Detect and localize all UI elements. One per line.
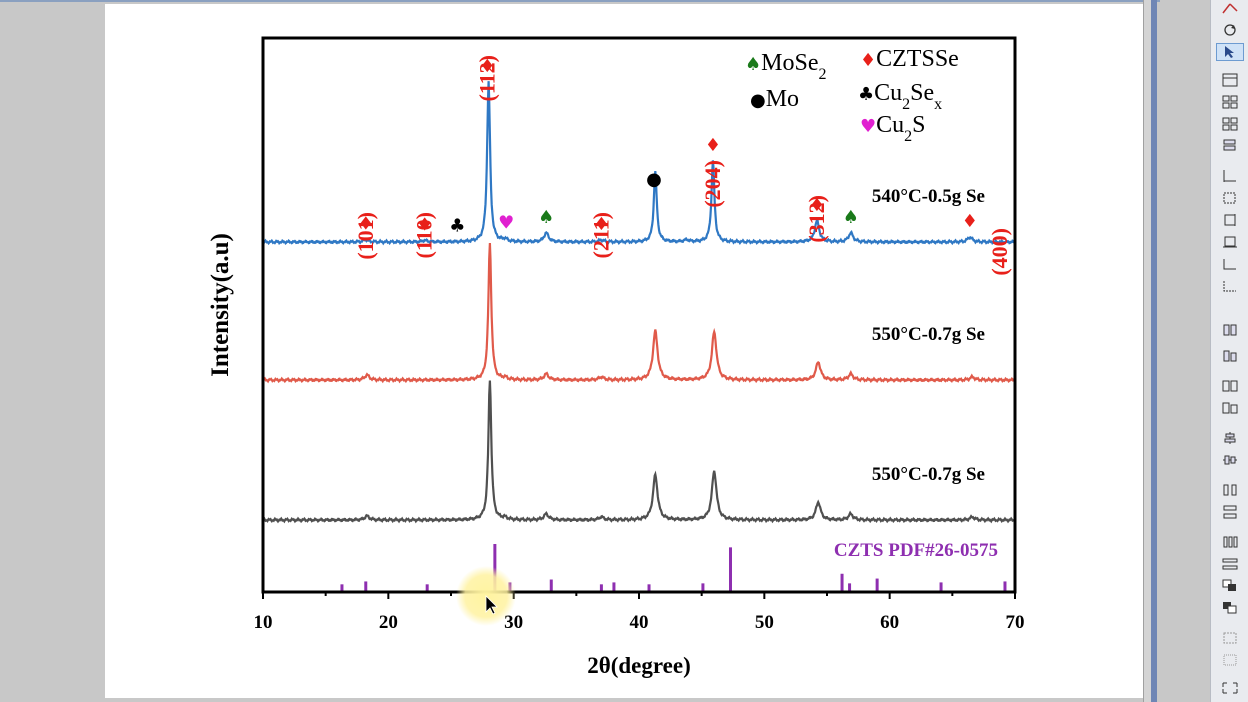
corner-alt-icon[interactable]: [1217, 278, 1243, 294]
x-tick-label: 60: [880, 612, 899, 633]
right-toolbar: [1210, 0, 1248, 702]
x-axis-title: 2θ(degree): [587, 653, 691, 678]
phase-markers-layer: ♦ ♦ ♦ ♦ ♦ ♦ ♦ ♣ ♥ ♠ ♠ ●: [358, 56, 978, 236]
phase-marker-cztsse: ♦: [417, 214, 433, 235]
phase-marker-cztsse: ♦: [593, 214, 609, 235]
hkl-label: (101): [353, 212, 378, 260]
phase-marker-mose2: ♠: [843, 207, 859, 228]
legend-entry-mose2: ♠MoSe2: [745, 50, 826, 83]
hkl-label: (204): [700, 160, 725, 208]
phase-marker-cu2s: ♥: [498, 212, 514, 233]
hkl-label: (112): [474, 55, 499, 101]
phase-marker-cztsse: ♦: [479, 56, 495, 77]
legend-entry-cu2s: ♥Cu2S: [860, 112, 926, 145]
x-tick-label: 50: [755, 612, 774, 633]
mouse-cursor: [456, 566, 516, 626]
x-tick-label: 40: [630, 612, 649, 633]
x-tick-label: 30: [504, 612, 523, 633]
series-label-3: 550°C-0.7g Se: [872, 464, 985, 485]
center-v-icon[interactable]: [1217, 452, 1243, 468]
align-side-icon[interactable]: [1217, 212, 1243, 228]
align-bottom-icon[interactable]: [1217, 234, 1243, 250]
frame-alt-icon[interactable]: [1217, 652, 1243, 668]
series-line-2: [262, 242, 1016, 384]
x-tick-label: 70: [1006, 612, 1025, 633]
column-icon[interactable]: [1217, 534, 1243, 550]
hkl-label: (211): [588, 212, 613, 258]
phase-marker-cu2sex: ♣: [449, 215, 465, 236]
legend-entry-cztsse: ♦CZTSSe: [860, 46, 959, 72]
fit-icon[interactable]: [1217, 680, 1243, 696]
legend-entry-cu2sex: ♣Cu2Sex: [858, 80, 942, 113]
width-match-icon[interactable]: [1217, 378, 1243, 394]
window-top-border: [0, 0, 1160, 2]
phase-marker-mo: ●: [646, 169, 662, 190]
align-box-icon[interactable]: [1217, 190, 1243, 206]
distribute-icon[interactable]: [1217, 322, 1243, 338]
phase-marker-cztsse: ♦: [358, 214, 374, 235]
phase-marker-cztsse: ♦: [705, 135, 721, 156]
reference-layer: CZTS PDF#26-0575: [340, 540, 1007, 592]
corner-icon[interactable]: [1217, 256, 1243, 272]
hkl-label: (312): [804, 195, 829, 243]
align-left-icon[interactable]: [1217, 168, 1243, 184]
line-tool-icon[interactable]: [1217, 0, 1243, 16]
legend: ♠MoSe2 ♦CZTSSe ●Mo ♣Cu2Sex♥Cu2S: [745, 46, 959, 145]
grid-2x2-icon[interactable]: [1217, 94, 1243, 110]
series-line-3: [262, 380, 1016, 524]
hkl-label: (110): [412, 212, 437, 258]
row-icon[interactable]: [1217, 556, 1243, 572]
cursor-arrow-icon: [485, 595, 498, 615]
series-label-1: 540°C-0.5g Se: [872, 186, 985, 207]
series-line-1: [262, 81, 1015, 246]
series-label-2: 550°C-0.7g Se: [872, 324, 985, 345]
axes-layer: 10 20 30 40 50 60 70 2θ(degree) Intensity(a.u): [207, 36, 1025, 678]
phase-marker-mose2: ♠: [538, 207, 554, 228]
distribute-alt-icon[interactable]: [1217, 348, 1243, 364]
group-icon[interactable]: [1217, 578, 1243, 594]
frame-icon[interactable]: [1217, 630, 1243, 646]
phase-marker-cztsse: ♦: [809, 195, 825, 216]
document-page: [105, 4, 1143, 698]
ungroup-icon[interactable]: [1217, 600, 1243, 616]
stack-icon[interactable]: [1217, 138, 1243, 154]
y-axis-title: Intensity(a.u): [207, 233, 234, 377]
phase-marker-cztsse: ♦: [962, 211, 978, 232]
legend-entry-mo: ●Mo: [750, 86, 799, 112]
hkl-labels-layer: (101) (110) (112) (211) (204) (312) (400): [353, 55, 1012, 276]
rotate-tool-icon[interactable]: [1217, 22, 1243, 38]
space-v-icon[interactable]: [1217, 504, 1243, 520]
pointer-tool-icon[interactable]: [1216, 43, 1244, 61]
pane-divider[interactable]: [1143, 0, 1152, 702]
x-tick-label: 20: [379, 612, 398, 633]
grid-alt-icon[interactable]: [1217, 116, 1243, 132]
space-h-icon[interactable]: [1217, 482, 1243, 498]
center-h-icon[interactable]: [1217, 430, 1243, 446]
series-layer: 540°C-0.5g Se 550°C-0.7g Se 550°C-0.7g Se: [262, 81, 1016, 524]
x-tick-label: 10: [254, 612, 273, 633]
height-match-icon[interactable]: [1217, 400, 1243, 416]
reference-label: CZTS PDF#26-0575: [834, 540, 998, 561]
vertical-scrollbar[interactable]: [1151, 0, 1157, 702]
hkl-label: (400): [987, 228, 1012, 276]
layout-icon[interactable]: [1217, 72, 1243, 88]
